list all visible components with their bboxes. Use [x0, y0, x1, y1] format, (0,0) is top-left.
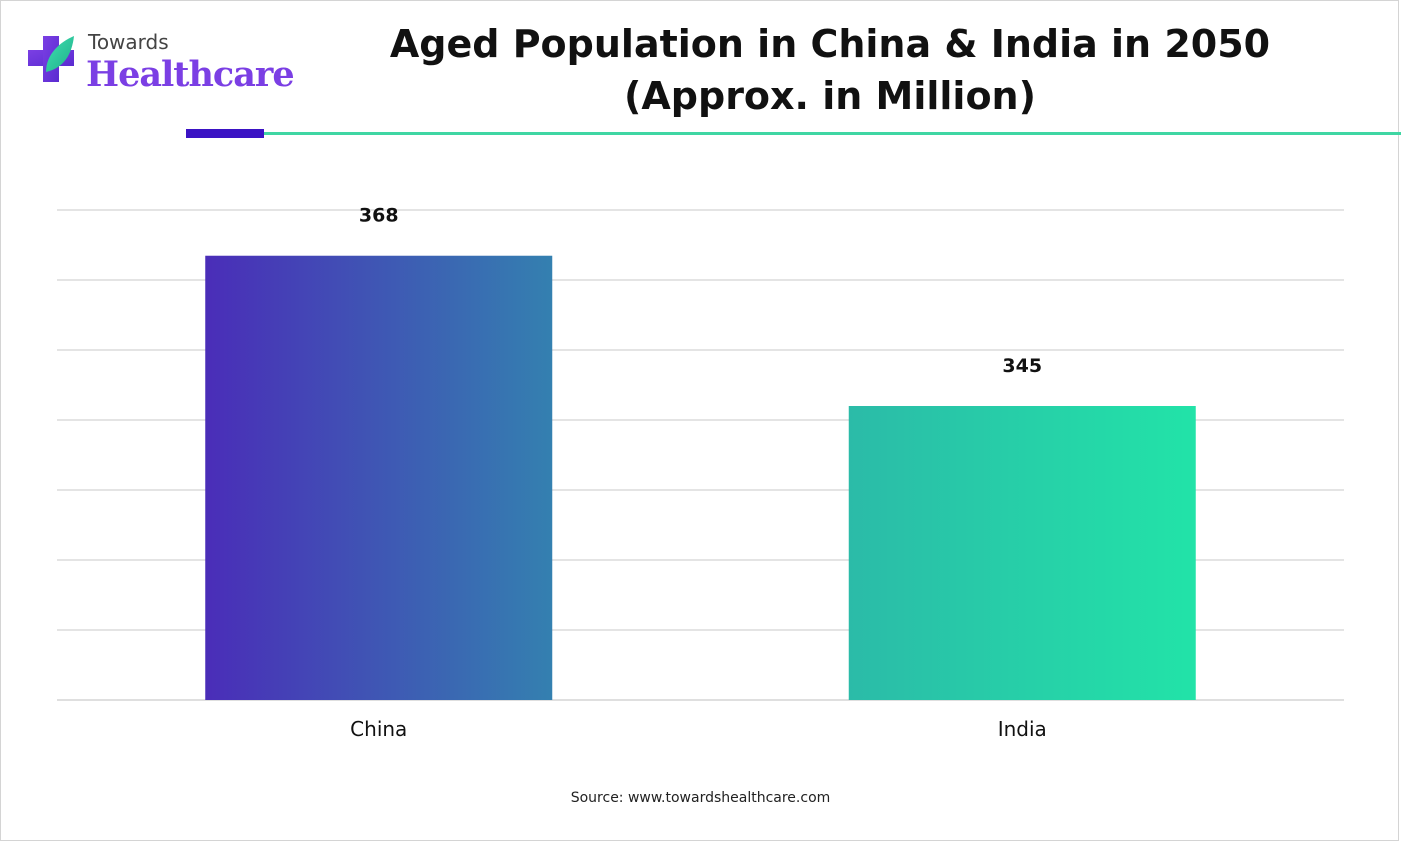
source-note: Source: www.towardshealthcare.com: [570, 790, 831, 806]
brand-logo: Towards Healthcare: [26, 28, 295, 98]
data-label-india: 345: [1002, 355, 1042, 377]
bar-india: [848, 406, 1196, 700]
x-tick-label-india: India: [998, 717, 1047, 741]
data-label-china: 368: [359, 205, 399, 227]
title-underline-rule: [264, 132, 1401, 135]
logo-text-towards: Towards: [88, 30, 169, 54]
bar-china: [205, 255, 553, 700]
chart-title: Aged Population in China & India in 2050…: [330, 18, 1330, 122]
chart-title-line2: (Approx. in Million): [624, 74, 1036, 118]
cross-leaf-logo-icon: [28, 36, 74, 82]
x-tick-label-china: China: [350, 717, 407, 741]
title-underline-accent: [186, 129, 264, 138]
logo-text-healthcare: Healthcare: [86, 54, 295, 95]
chart-title-line1: Aged Population in China & India in 2050: [389, 22, 1271, 66]
